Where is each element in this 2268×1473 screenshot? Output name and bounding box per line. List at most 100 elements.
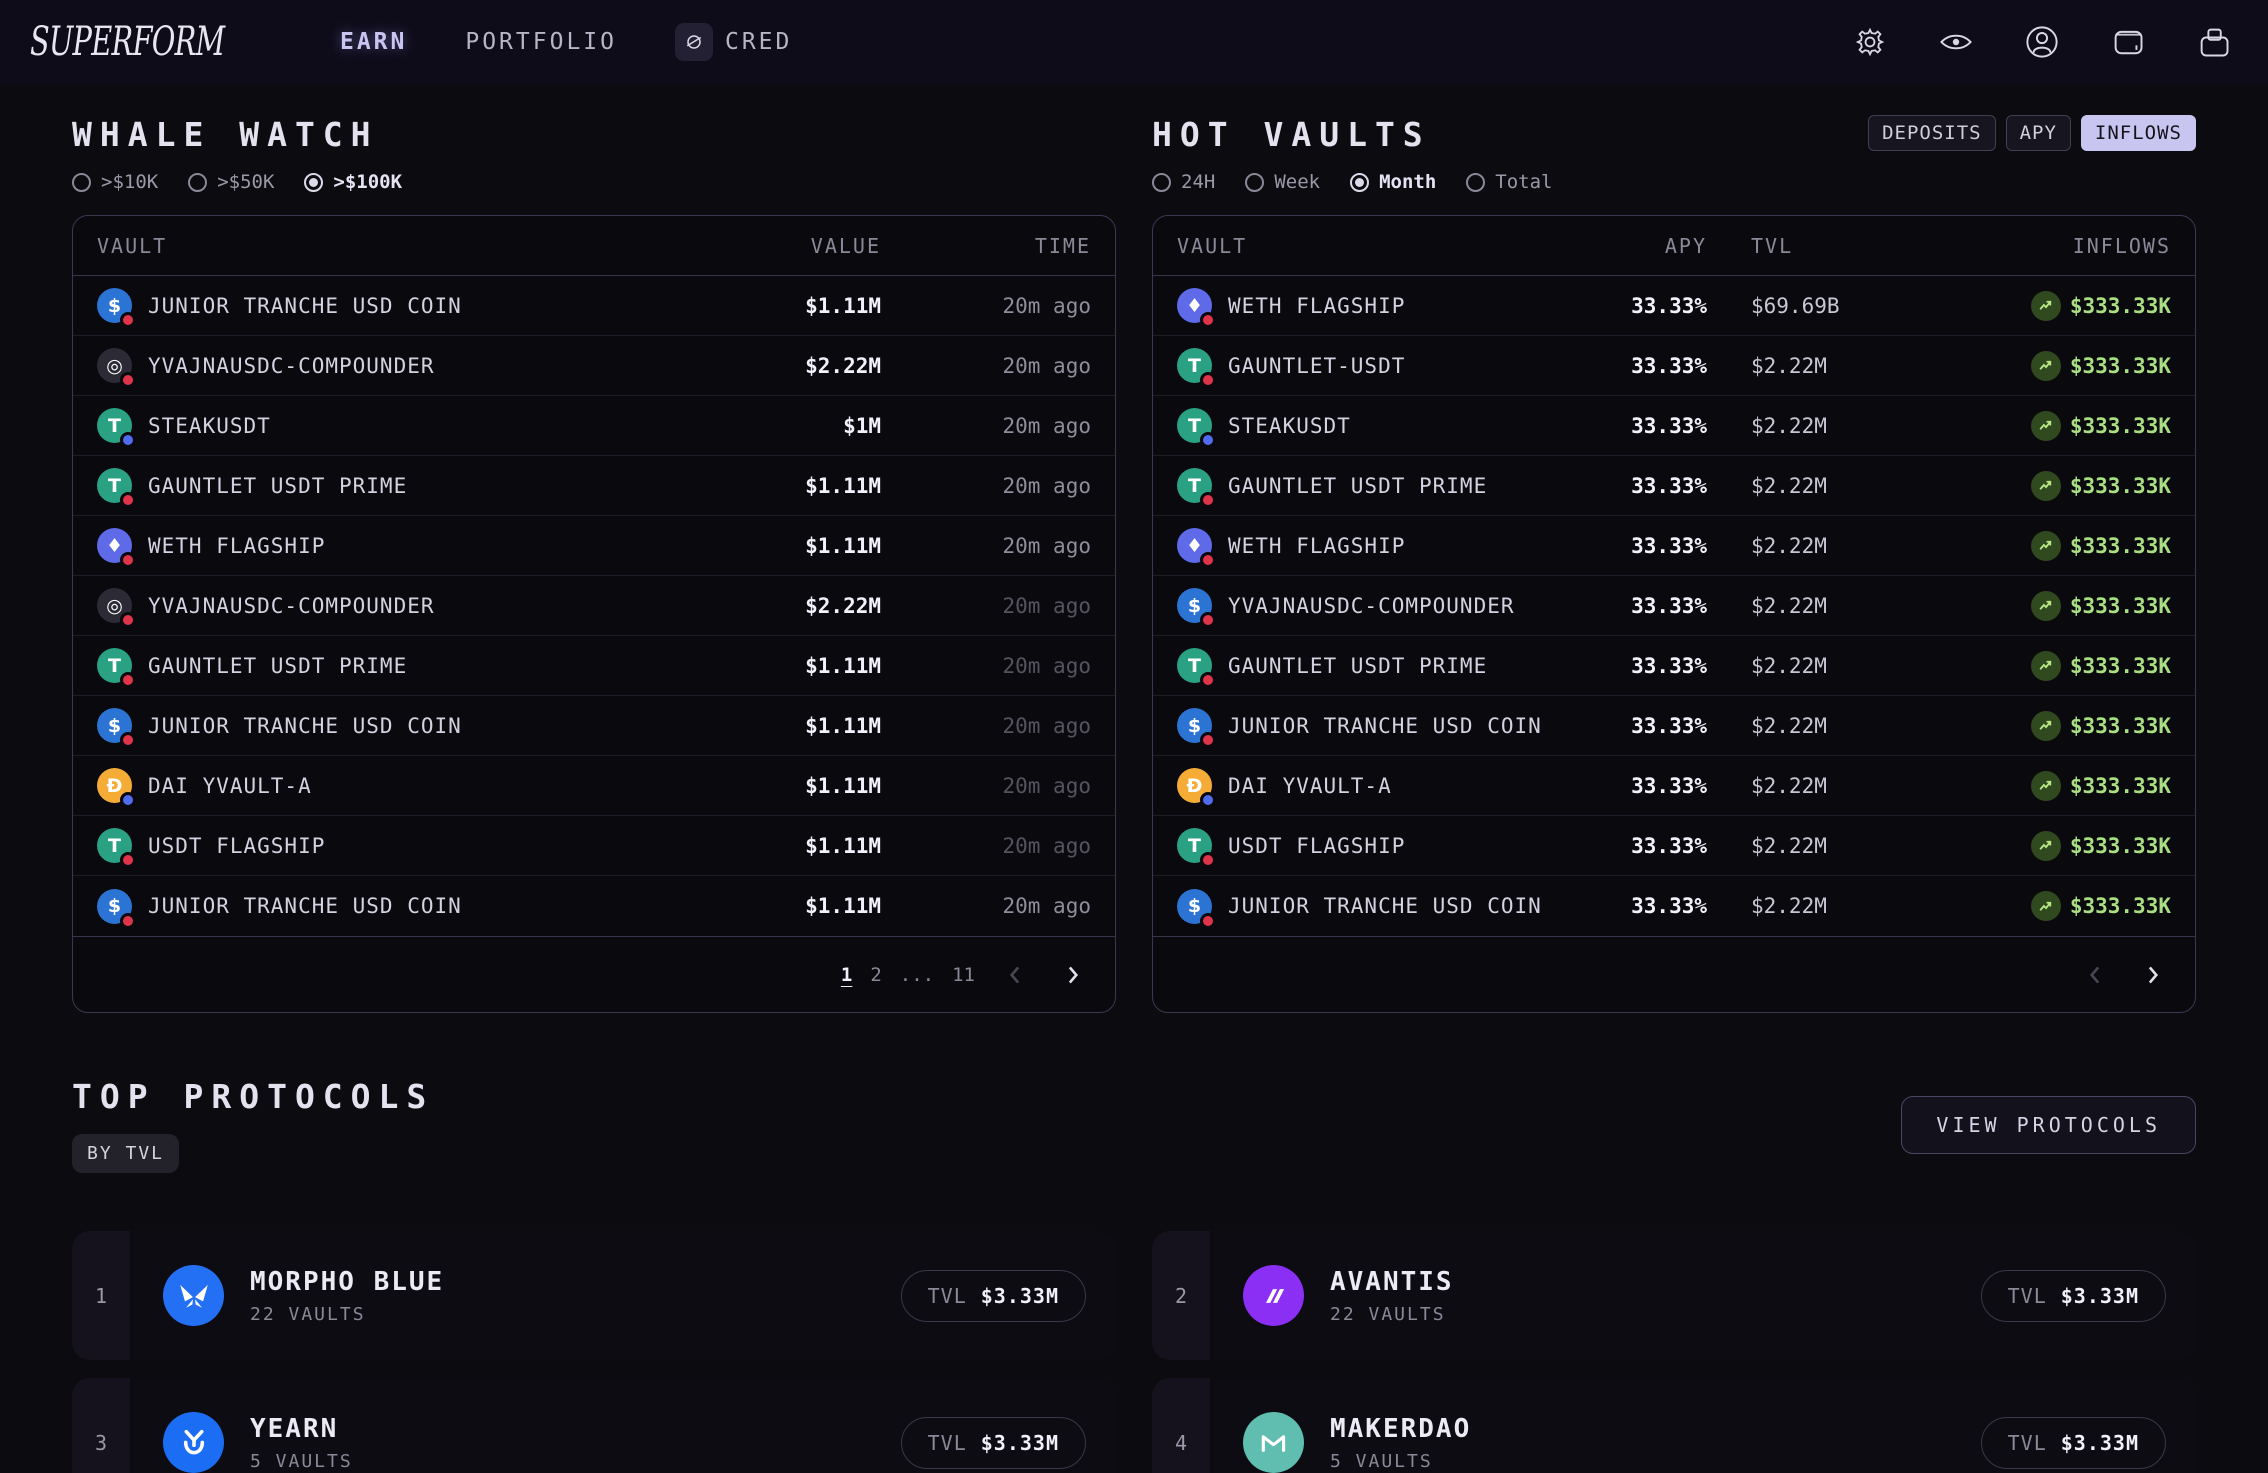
- protocol-card-makerdao: 4 MAKERDAO 5 VAULTS TVL $3.33M: [1152, 1378, 2196, 1473]
- tab-inflows[interactable]: INFLOWS: [2080, 115, 2196, 151]
- hot-vault-table-row[interactable]: T GAUNTLET USDT PRIME 33.33% $2.22M $333.33K: [1153, 456, 2195, 516]
- whale-table-row[interactable]: T GAUNTLET USDT PRIME $1.11M 20m ago: [73, 456, 1115, 516]
- vault-inflows: $333.33K: [1931, 410, 2171, 441]
- hot-table-header: VAULT APY TVL INFLOWS: [1153, 216, 2195, 276]
- radio-icon: [304, 172, 324, 192]
- protocol-card-body[interactable]: AVANTIS 22 VAULTS TVL $3.33M: [1213, 1231, 2196, 1360]
- whale-table-row[interactable]: T STEAKUSDT $1M 20m ago: [73, 396, 1115, 456]
- whale-table-row[interactable]: $ JUNIOR TRANCHE USD COIN $1.11M 20m ago: [73, 696, 1115, 756]
- column-header-inflows: INFLOWS: [2072, 233, 2171, 258]
- account-icon[interactable]: [2024, 24, 2060, 60]
- chain-badge-icon: [1200, 432, 1216, 448]
- by-tvl-chip[interactable]: BY TVL: [72, 1134, 180, 1173]
- yvault-token-icon: ◎: [97, 588, 136, 628]
- hot-vault-table-row[interactable]: Đ DAI YVAULT-A 33.33% $2.22M $333.33K: [1153, 756, 2195, 816]
- hot-radio-month[interactable]: Month: [1350, 171, 1436, 193]
- nav-item-earn[interactable]: EARN: [339, 29, 408, 55]
- hot-vault-table-row[interactable]: ♦ WETH FLAGSHIP 33.33% $2.22M $333.33K: [1153, 516, 2195, 576]
- protocol-card-body[interactable]: MAKERDAO 5 VAULTS TVL $3.33M: [1213, 1378, 2196, 1473]
- hot-vault-table-row[interactable]: $ JUNIOR TRANCHE USD COIN 33.33% $2.22M $333…: [1153, 876, 2195, 936]
- radio-icon: [1245, 172, 1265, 192]
- vault-tvl: $2.22M: [1751, 533, 1827, 558]
- prev-page-icon[interactable]: [2081, 960, 2111, 990]
- vault-time: 20m ago: [1002, 413, 1091, 438]
- page-ellipsis: ...: [899, 963, 935, 986]
- vault-time: 20m ago: [1002, 773, 1091, 798]
- nav-item-cred[interactable]: CRED: [674, 23, 792, 61]
- hot-vault-table-row[interactable]: $ JUNIOR TRANCHE USD COIN 33.33% $2.22M $333…: [1153, 696, 2195, 756]
- whale-table-row[interactable]: ◎ YVAJNAUSDC-COMPOUNDER $2.22M 20m ago: [73, 336, 1115, 396]
- protocol-card-body[interactable]: YEARN 5 VAULTS TVL $3.33M: [133, 1378, 1116, 1473]
- trend-up-icon: [2030, 830, 2061, 861]
- trend-up-icon: [2030, 350, 2061, 381]
- vault-apy: 33.33%: [1631, 713, 1707, 738]
- whale-radio-100k[interactable]: >$100K: [304, 171, 402, 193]
- vault-inflows: $333.33K: [1931, 530, 2171, 561]
- hot-vault-table-row[interactable]: ♦ WETH FLAGSHIP 33.33% $69.69B $333.33K: [1153, 276, 2195, 336]
- column-header-tvl: TVL: [1751, 233, 1794, 258]
- vault-value: $1.11M: [805, 533, 881, 558]
- chain-badge-icon: [1200, 852, 1216, 868]
- whale-table-row[interactable]: ♦ WETH FLAGSHIP $1.11M 20m ago: [73, 516, 1115, 576]
- tab-deposits[interactable]: DEPOSITS: [1868, 115, 1996, 151]
- vault-name: STEAKUSDT: [148, 413, 271, 438]
- hot-vault-table-row[interactable]: T GAUNTLET USDT PRIME 33.33% $2.22M $333.33K: [1153, 636, 2195, 696]
- view-protocols-button[interactable]: VIEW PROTOCOLS: [1901, 1096, 2196, 1154]
- vault-time: 20m ago: [1002, 713, 1091, 738]
- page-number-1[interactable]: 1: [840, 963, 853, 986]
- wallet-icon[interactable]: [2110, 24, 2146, 60]
- vault-inflows: $333.33K: [1931, 350, 2171, 381]
- vault-name: WETH FLAGSHIP: [148, 533, 326, 558]
- whale-watch-filters: >$10K >$50K >$100K: [72, 171, 1116, 193]
- trend-up-icon: [2030, 590, 2061, 621]
- whale-radio-10k[interactable]: >$10K: [72, 171, 158, 193]
- dai-token-icon: Đ: [1177, 768, 1216, 808]
- nav-items: EARN PORTFOLIO CRED: [340, 23, 792, 61]
- hot-radio-24h[interactable]: 24H: [1152, 171, 1215, 193]
- trend-up-icon: [2030, 710, 2061, 741]
- trend-up-icon: [2030, 891, 2061, 921]
- prev-page-icon[interactable]: [1001, 960, 1031, 990]
- protocol-vault-count: 5 VAULTS: [250, 1450, 353, 1472]
- page-number-11[interactable]: 11: [952, 963, 975, 986]
- vault-tvl: $2.22M: [1751, 413, 1827, 438]
- whale-table-row[interactable]: $ JUNIOR TRANCHE USD COIN $1.11M 20m ago: [73, 876, 1115, 936]
- vault-apy: 33.33%: [1631, 413, 1707, 438]
- hot-radio-total[interactable]: Total: [1466, 171, 1553, 193]
- settings-icon[interactable]: [1852, 24, 1888, 60]
- column-header-value: VALUE: [810, 233, 881, 258]
- hot-radio-week[interactable]: Week: [1245, 171, 1320, 193]
- vault-inflows: $333.33K: [1931, 710, 2171, 741]
- eye-icon[interactable]: [1938, 24, 1974, 60]
- hot-vault-table-row[interactable]: T STEAKUSDT 33.33% $2.22M $333.33K: [1153, 396, 2195, 456]
- whale-table-row[interactable]: ◎ YVAJNAUSDC-COMPOUNDER $2.22M 20m ago: [73, 576, 1115, 636]
- whale-radio-50k[interactable]: >$50K: [188, 171, 274, 193]
- protocol-card-body[interactable]: MORPHO BLUE 22 VAULTS TVL $3.33M: [133, 1231, 1116, 1360]
- whale-table-row[interactable]: T USDT FLAGSHIP $1.11M 20m ago: [73, 816, 1115, 876]
- maker-m-icon: [1243, 1412, 1304, 1473]
- whale-table-row[interactable]: $ JUNIOR TRANCHE USD COIN $1.11M 20m ago: [73, 276, 1115, 336]
- superform-logo[interactable]: SUPERFORM: [30, 19, 225, 65]
- usdc-token-icon: $: [97, 888, 136, 929]
- vault-apy: 33.33%: [1631, 773, 1707, 798]
- chain-badge-icon: [1200, 912, 1216, 929]
- hot-vault-table-row[interactable]: $ YVAJNAUSDC-COMPOUNDER 33.33% $2.22M $333.3…: [1153, 576, 2195, 636]
- next-page-icon[interactable]: [1057, 960, 1087, 990]
- next-page-icon[interactable]: [2137, 960, 2167, 990]
- whale-table-row[interactable]: T GAUNTLET USDT PRIME $1.11M 20m ago: [73, 636, 1115, 696]
- whale-table-row[interactable]: Đ DAI YVAULT-A $1.11M 20m ago: [73, 756, 1115, 816]
- hot-vault-table-row[interactable]: T USDT FLAGSHIP 33.33% $2.22M $333.33K: [1153, 816, 2195, 876]
- vault-name: YVAJNAUSDC-COMPOUNDER: [148, 593, 435, 618]
- vault-tvl: $69.69B: [1751, 293, 1840, 318]
- bag-icon[interactable]: [2196, 24, 2232, 60]
- vault-apy: 33.33%: [1631, 353, 1707, 378]
- usdt-blue-token-icon: T: [97, 408, 136, 448]
- hot-vault-table-row[interactable]: T GAUNTLET-USDT 33.33% $2.22M $333.33K: [1153, 336, 2195, 396]
- trend-up-icon: [2030, 290, 2061, 321]
- chain-badge-icon: [1200, 492, 1216, 508]
- nav-item-portfolio[interactable]: PORTFOLIO: [465, 29, 617, 55]
- tab-apy[interactable]: APY: [2005, 115, 2071, 151]
- chain-badge-icon: [1200, 612, 1216, 628]
- page-number-2[interactable]: 2: [870, 963, 882, 986]
- vault-value: $1.11M: [805, 894, 881, 918]
